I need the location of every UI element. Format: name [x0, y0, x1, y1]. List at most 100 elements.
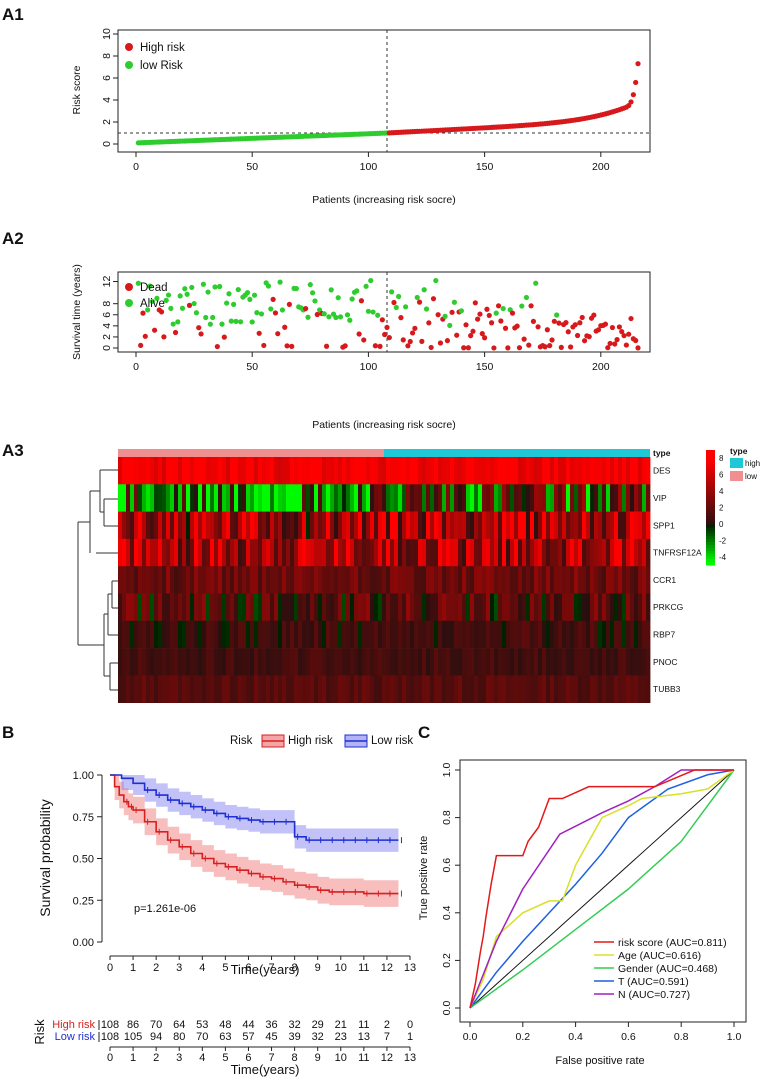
heatmap-cell [170, 593, 175, 622]
heatmap-cell [222, 538, 227, 567]
heatmap-cell [354, 648, 359, 676]
survival-time-plot: Survival time (years) Patients (increasi… [71, 264, 651, 431]
a2-point-dead [514, 323, 520, 329]
heatmap-cell [202, 648, 207, 676]
heatmap-cell [242, 593, 247, 622]
heatmap-cell [402, 620, 407, 649]
heatmap-cell [498, 538, 503, 567]
a2-point-dead [465, 345, 471, 351]
heatmap-cell [274, 511, 279, 540]
scale-gradient-step [706, 559, 715, 563]
heatmap-cell [386, 457, 391, 485]
scale-gradient-step [706, 501, 715, 506]
a2-point-alive [145, 307, 151, 313]
a2-point-dead [547, 343, 553, 349]
heatmap-cell [570, 620, 575, 649]
heatmap-cell [170, 620, 175, 649]
heatmap-cell [622, 648, 627, 676]
heatmap-cell [466, 593, 471, 622]
heatmap-cell [362, 648, 367, 676]
roc-plot-frame [459, 759, 747, 1023]
a2-point-dead [435, 312, 441, 318]
a2-point-alive [170, 321, 176, 327]
heatmap-cell [450, 593, 455, 622]
heatmap-cell [330, 675, 335, 703]
a2-point-dead [505, 345, 511, 351]
heatmap-cell [550, 593, 555, 622]
heatmap-cell [278, 538, 283, 567]
heatmap-cell [418, 566, 423, 594]
risk-table-xtick-label: 2 [153, 1052, 159, 1064]
risk-table-xtick-label: 13 [404, 1052, 416, 1064]
heatmap-cell [474, 484, 479, 512]
a2-point-dead [426, 320, 432, 326]
heatmap-cell [326, 484, 331, 512]
heatmap-cell [514, 648, 519, 676]
heatmap-cell [426, 675, 431, 703]
heatmap-cell [338, 484, 343, 512]
heatmap-cell [270, 538, 275, 567]
heatmap-cell [342, 620, 347, 649]
gene-label: SPP1 [653, 520, 675, 530]
heatmap-cell [574, 648, 579, 676]
roc-ytick-label: 0.4 [441, 905, 453, 920]
heatmap-cell [202, 484, 207, 512]
heatmap-cell [306, 593, 311, 622]
heatmap-cell [286, 675, 291, 703]
heatmap-cell [334, 648, 339, 676]
heatmap-cell [382, 566, 387, 594]
heatmap-cell [198, 648, 203, 676]
heatmap-cell [586, 511, 591, 540]
heatmap-cell [538, 620, 543, 649]
heatmap-cell [374, 675, 379, 703]
heatmap-cell [382, 648, 387, 676]
heatmap-cell [182, 511, 187, 540]
heatmap-cell [374, 593, 379, 622]
heatmap-cell [262, 538, 267, 567]
heatmap-cell [262, 511, 267, 540]
heatmap-cell [186, 566, 191, 594]
heatmap-cell [410, 675, 415, 703]
a2-point-dead [470, 328, 476, 334]
heatmap-cell [170, 511, 175, 540]
heatmap-cell [310, 457, 315, 485]
heatmap-cell [298, 538, 303, 567]
heatmap-cell [502, 566, 507, 594]
heatmap-cell [186, 593, 191, 622]
heatmap-cell [642, 620, 647, 649]
heatmap-cell [502, 457, 507, 485]
heatmap-cell [518, 484, 523, 512]
heatmap-cell [570, 484, 575, 512]
heatmap-cell [498, 648, 503, 676]
heatmap-cell [206, 457, 211, 485]
heatmap-cell [582, 593, 587, 622]
roc-xtick-label: 0.6 [621, 1031, 636, 1043]
heatmap-cell [550, 538, 555, 567]
heatmap-cell [238, 593, 243, 622]
heatmap-cell [226, 593, 231, 622]
heatmap-cell [262, 457, 267, 485]
heatmap-cell [218, 566, 223, 594]
heatmap-cell [326, 675, 331, 703]
heatmap-cell [330, 511, 335, 540]
heatmap-cell [230, 648, 235, 676]
heatmap-cell [558, 538, 563, 567]
heatmap-cell [118, 648, 123, 676]
heatmap-cell [550, 620, 555, 649]
heatmap-cell [562, 648, 567, 676]
heatmap-cell [230, 484, 235, 512]
scale-gradient-step [706, 556, 715, 560]
heatmap-cell [586, 457, 591, 485]
heatmap-cell [470, 538, 475, 567]
a1-legend-high-marker [125, 43, 133, 51]
heatmap-cell [378, 648, 383, 676]
heatmap-cell [358, 566, 363, 594]
heatmap-cell [366, 593, 371, 622]
heatmap-cell [318, 484, 323, 512]
heatmap-cell [526, 620, 531, 649]
heatmap-cell [398, 484, 403, 512]
heatmap-cell [558, 620, 563, 649]
scale-gradient-step [706, 547, 715, 552]
heatmap-cell [590, 620, 595, 649]
heatmap-cell [506, 675, 511, 703]
